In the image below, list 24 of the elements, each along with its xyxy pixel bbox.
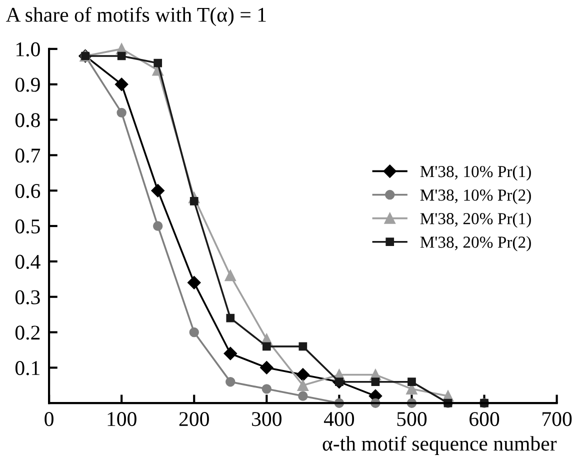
chart-title: A share of motifs with T(α) = 1 [6, 6, 266, 26]
x-axis-title: α-th motif sequence number [322, 436, 557, 455]
legend-label: M'38, 10% Pr(2) [420, 189, 531, 204]
x-tick-label: 0 [44, 412, 54, 426]
y-tick-label: 0.8 [15, 113, 40, 128]
y-tick-label: 0.7 [15, 148, 40, 163]
legend-label: M'38, 20% Pr(1) [420, 212, 531, 228]
x-tick-label: 500 [397, 412, 427, 426]
x-tick-label: 200 [179, 412, 209, 426]
y-tick-label: 0.3 [15, 290, 40, 304]
x-tick-label: 400 [324, 412, 354, 426]
y-tick-label: 0.9 [15, 78, 40, 92]
legend-label: M'38, 20% Pr(2) [420, 236, 531, 252]
x-tick-label: 100 [108, 412, 136, 426]
y-tick-label: 0.5 [15, 219, 40, 234]
y-tick-label: 0.1 [15, 361, 40, 376]
legend-label: M'38, 10% Pr(1) [420, 165, 531, 181]
y-tick-label: 0.6 [15, 184, 40, 198]
x-tick-label: 600 [470, 412, 500, 426]
y-tick-label: 1.0 [16, 42, 40, 56]
x-tick-label: 700 [542, 412, 572, 426]
y-tick-label: 0.4 [15, 254, 40, 269]
x-tick-label: 300 [252, 412, 282, 426]
y-tick-label: 0.2 [15, 326, 40, 340]
